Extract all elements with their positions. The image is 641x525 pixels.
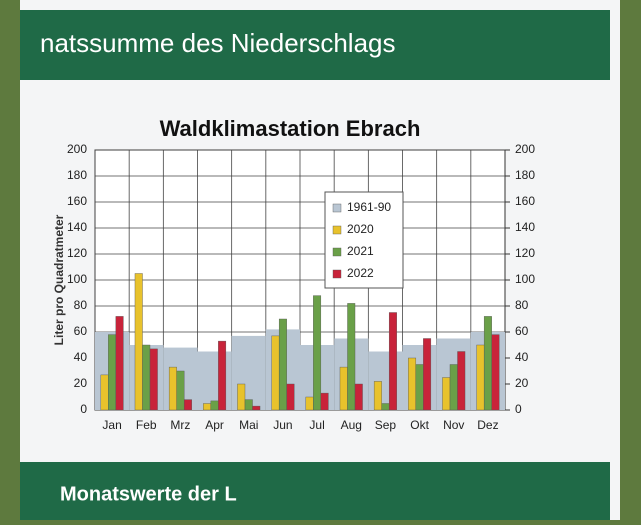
y2-tick-label: 140: [515, 220, 535, 234]
y2-tick-label: 160: [515, 194, 535, 208]
x-tick-label: Mrz: [170, 418, 190, 432]
y-tick-label: 120: [67, 246, 87, 260]
legend-label: 2020: [347, 222, 374, 236]
bar: [373, 381, 382, 411]
header-band: [20, 10, 610, 80]
x-tick-label: Dez: [477, 418, 498, 432]
y-tick-label: 80: [74, 298, 88, 312]
x-tick-label: Mai: [239, 418, 258, 432]
y2-tick-label: 120: [515, 246, 535, 260]
header-title: natssumme des Niederschlags: [40, 28, 396, 58]
y-tick-label: 0: [80, 402, 87, 416]
bar: [457, 351, 466, 411]
bar: [149, 348, 158, 411]
y2-tick-label: 60: [515, 324, 529, 338]
x-tick-label: Jun: [273, 418, 292, 432]
bar: [313, 295, 322, 411]
legend-swatch: [332, 225, 342, 235]
y-axis-label: Liter pro Quadratmeter: [52, 214, 66, 345]
x-tick-label: Jul: [309, 418, 324, 432]
x-tick-label: Okt: [410, 418, 429, 432]
bar-reference: [231, 335, 266, 410]
bar: [354, 383, 363, 411]
bar: [320, 392, 329, 411]
bar: [183, 399, 192, 411]
bar: [115, 316, 124, 411]
y-tick-label: 60: [74, 324, 88, 338]
bar: [408, 357, 417, 411]
x-tick-label: Nov: [443, 418, 464, 432]
y2-tick-label: 40: [515, 350, 529, 364]
y2-tick-label: 80: [515, 298, 529, 312]
y2-tick-label: 100: [515, 272, 535, 286]
x-tick-label: Aug: [341, 418, 362, 432]
y-tick-label: 20: [74, 376, 88, 390]
bar: [286, 383, 295, 411]
bar-reference: [368, 351, 403, 410]
bar: [142, 344, 151, 411]
bar: [339, 366, 348, 411]
bar: [168, 366, 177, 411]
legend-label: 1961-90: [347, 200, 391, 214]
x-tick-label: Sep: [375, 418, 397, 432]
bar: [108, 334, 117, 411]
bar: [476, 344, 485, 411]
bar: [134, 273, 143, 411]
y-tick-label: 160: [67, 194, 87, 208]
bar: [278, 318, 287, 411]
bar: [423, 338, 432, 411]
y-tick-label: 100: [67, 272, 87, 286]
x-tick-label: Feb: [136, 418, 157, 432]
x-tick-label: Apr: [205, 418, 224, 432]
bar: [100, 374, 109, 411]
bar: [271, 335, 280, 411]
bar: [203, 403, 212, 411]
legend-label: 2022: [347, 266, 374, 280]
bar: [244, 399, 253, 411]
footer-band: [20, 462, 610, 520]
x-tick-label: Jan: [102, 418, 121, 432]
bar: [388, 312, 397, 411]
bar: [491, 334, 500, 411]
bar: [381, 403, 390, 411]
bar: [415, 364, 424, 411]
footer-title: Monatswerte der L: [60, 483, 237, 505]
legend-swatch: [332, 247, 342, 257]
bar: [252, 405, 261, 411]
bar: [442, 377, 451, 411]
bar: [483, 316, 492, 411]
bar: [176, 370, 185, 411]
y2-tick-label: 200: [515, 142, 535, 156]
y-tick-label: 200: [67, 142, 87, 156]
legend-label: 2021: [347, 244, 374, 258]
bar: [347, 303, 356, 411]
legend-swatch: [332, 269, 342, 279]
bar: [305, 396, 314, 411]
y-tick-label: 40: [74, 350, 88, 364]
bar: [218, 340, 227, 411]
y2-tick-label: 0: [515, 402, 522, 416]
legend-swatch: [332, 203, 342, 213]
y-tick-label: 180: [67, 168, 87, 182]
y2-tick-label: 20: [515, 376, 529, 390]
bar: [449, 364, 458, 411]
y-tick-label: 140: [67, 220, 87, 234]
chart-title: Waldklimastation Ebrach: [160, 116, 421, 141]
bar: [210, 400, 219, 411]
bar: [237, 383, 246, 411]
y2-tick-label: 180: [515, 168, 535, 182]
